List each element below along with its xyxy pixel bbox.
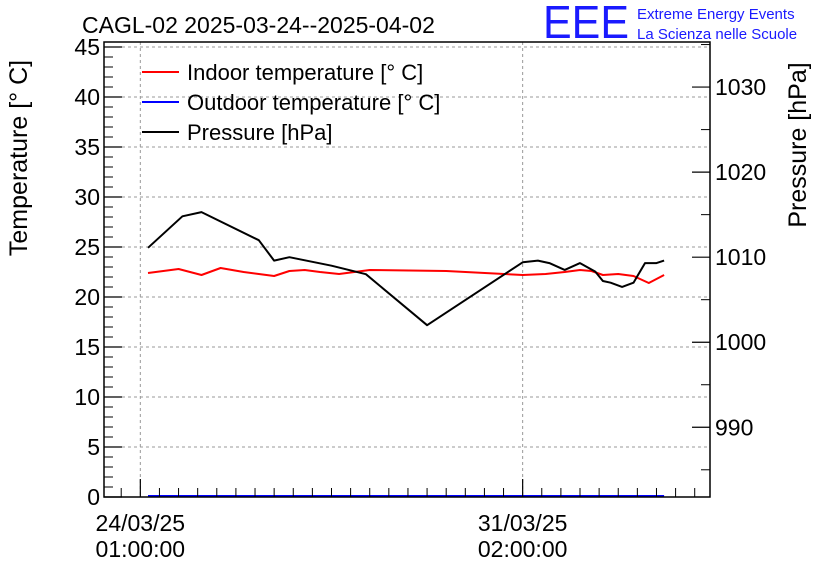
y-left-tick-label: 40 <box>74 84 100 110</box>
y-axis-left-label: Temperature [° C] <box>5 60 33 256</box>
eee-logo-mark: EEE <box>543 0 629 48</box>
tick-layer <box>104 44 710 498</box>
y-left-tick-label: 45 <box>74 34 100 60</box>
series-line-pressure <box>147 211 665 327</box>
y-left-tick-label: 25 <box>74 234 100 260</box>
y-right-tick-label: 1000 <box>715 329 766 355</box>
series-layer <box>147 211 665 497</box>
logo-line-2: La Scienza nelle Scuole <box>637 26 797 43</box>
y-left-tick-label: 35 <box>74 134 100 160</box>
legend-label-indoor: Indoor temperature [° C] <box>187 60 423 85</box>
y-left-tick-label: 0 <box>87 484 100 510</box>
y-axis-right-label: Pressure [hPa] <box>784 62 812 227</box>
plot-frame <box>103 41 711 498</box>
y-left-tick-label: 20 <box>74 284 100 310</box>
legend-label-pressure: Pressure [hPa] <box>187 120 333 145</box>
logo-line-1: Extreme Energy Events <box>637 6 795 23</box>
x-tick-label-date: 31/03/25 <box>478 510 568 536</box>
chart-title: CAGL-02 2025-03-24--2025-04-02 <box>82 12 435 38</box>
y-left-tick-label: 30 <box>74 184 100 210</box>
eee-logo: EEE Extreme Energy Events La Scienza nel… <box>543 0 797 48</box>
ticklabel-layer: 0 5 10 15 20 25 30 35 40 45 990 1000 1010 1020 1030 24/… <box>74 34 766 562</box>
y-right-tick-label: 1020 <box>715 159 766 185</box>
legend: Indoor temperature [° C] Outdoor tempera… <box>142 60 440 145</box>
grid-layer <box>104 42 710 497</box>
y-right-tick-label: 990 <box>715 414 753 440</box>
legend-label-outdoor: Outdoor temperature [° C] <box>187 90 440 115</box>
y-right-tick-label: 1030 <box>715 74 766 100</box>
x-tick-label-date: 24/03/25 <box>96 510 186 536</box>
series-line-indoor <box>147 267 665 284</box>
y-right-tick-label: 1010 <box>715 244 766 270</box>
x-tick-label-time: 02:00:00 <box>478 536 568 562</box>
y-left-tick-label: 10 <box>74 384 100 410</box>
x-tick-label-time: 01:00:00 <box>96 536 186 562</box>
y-left-tick-label: 5 <box>87 434 100 460</box>
y-left-tick-label: 15 <box>74 334 100 360</box>
